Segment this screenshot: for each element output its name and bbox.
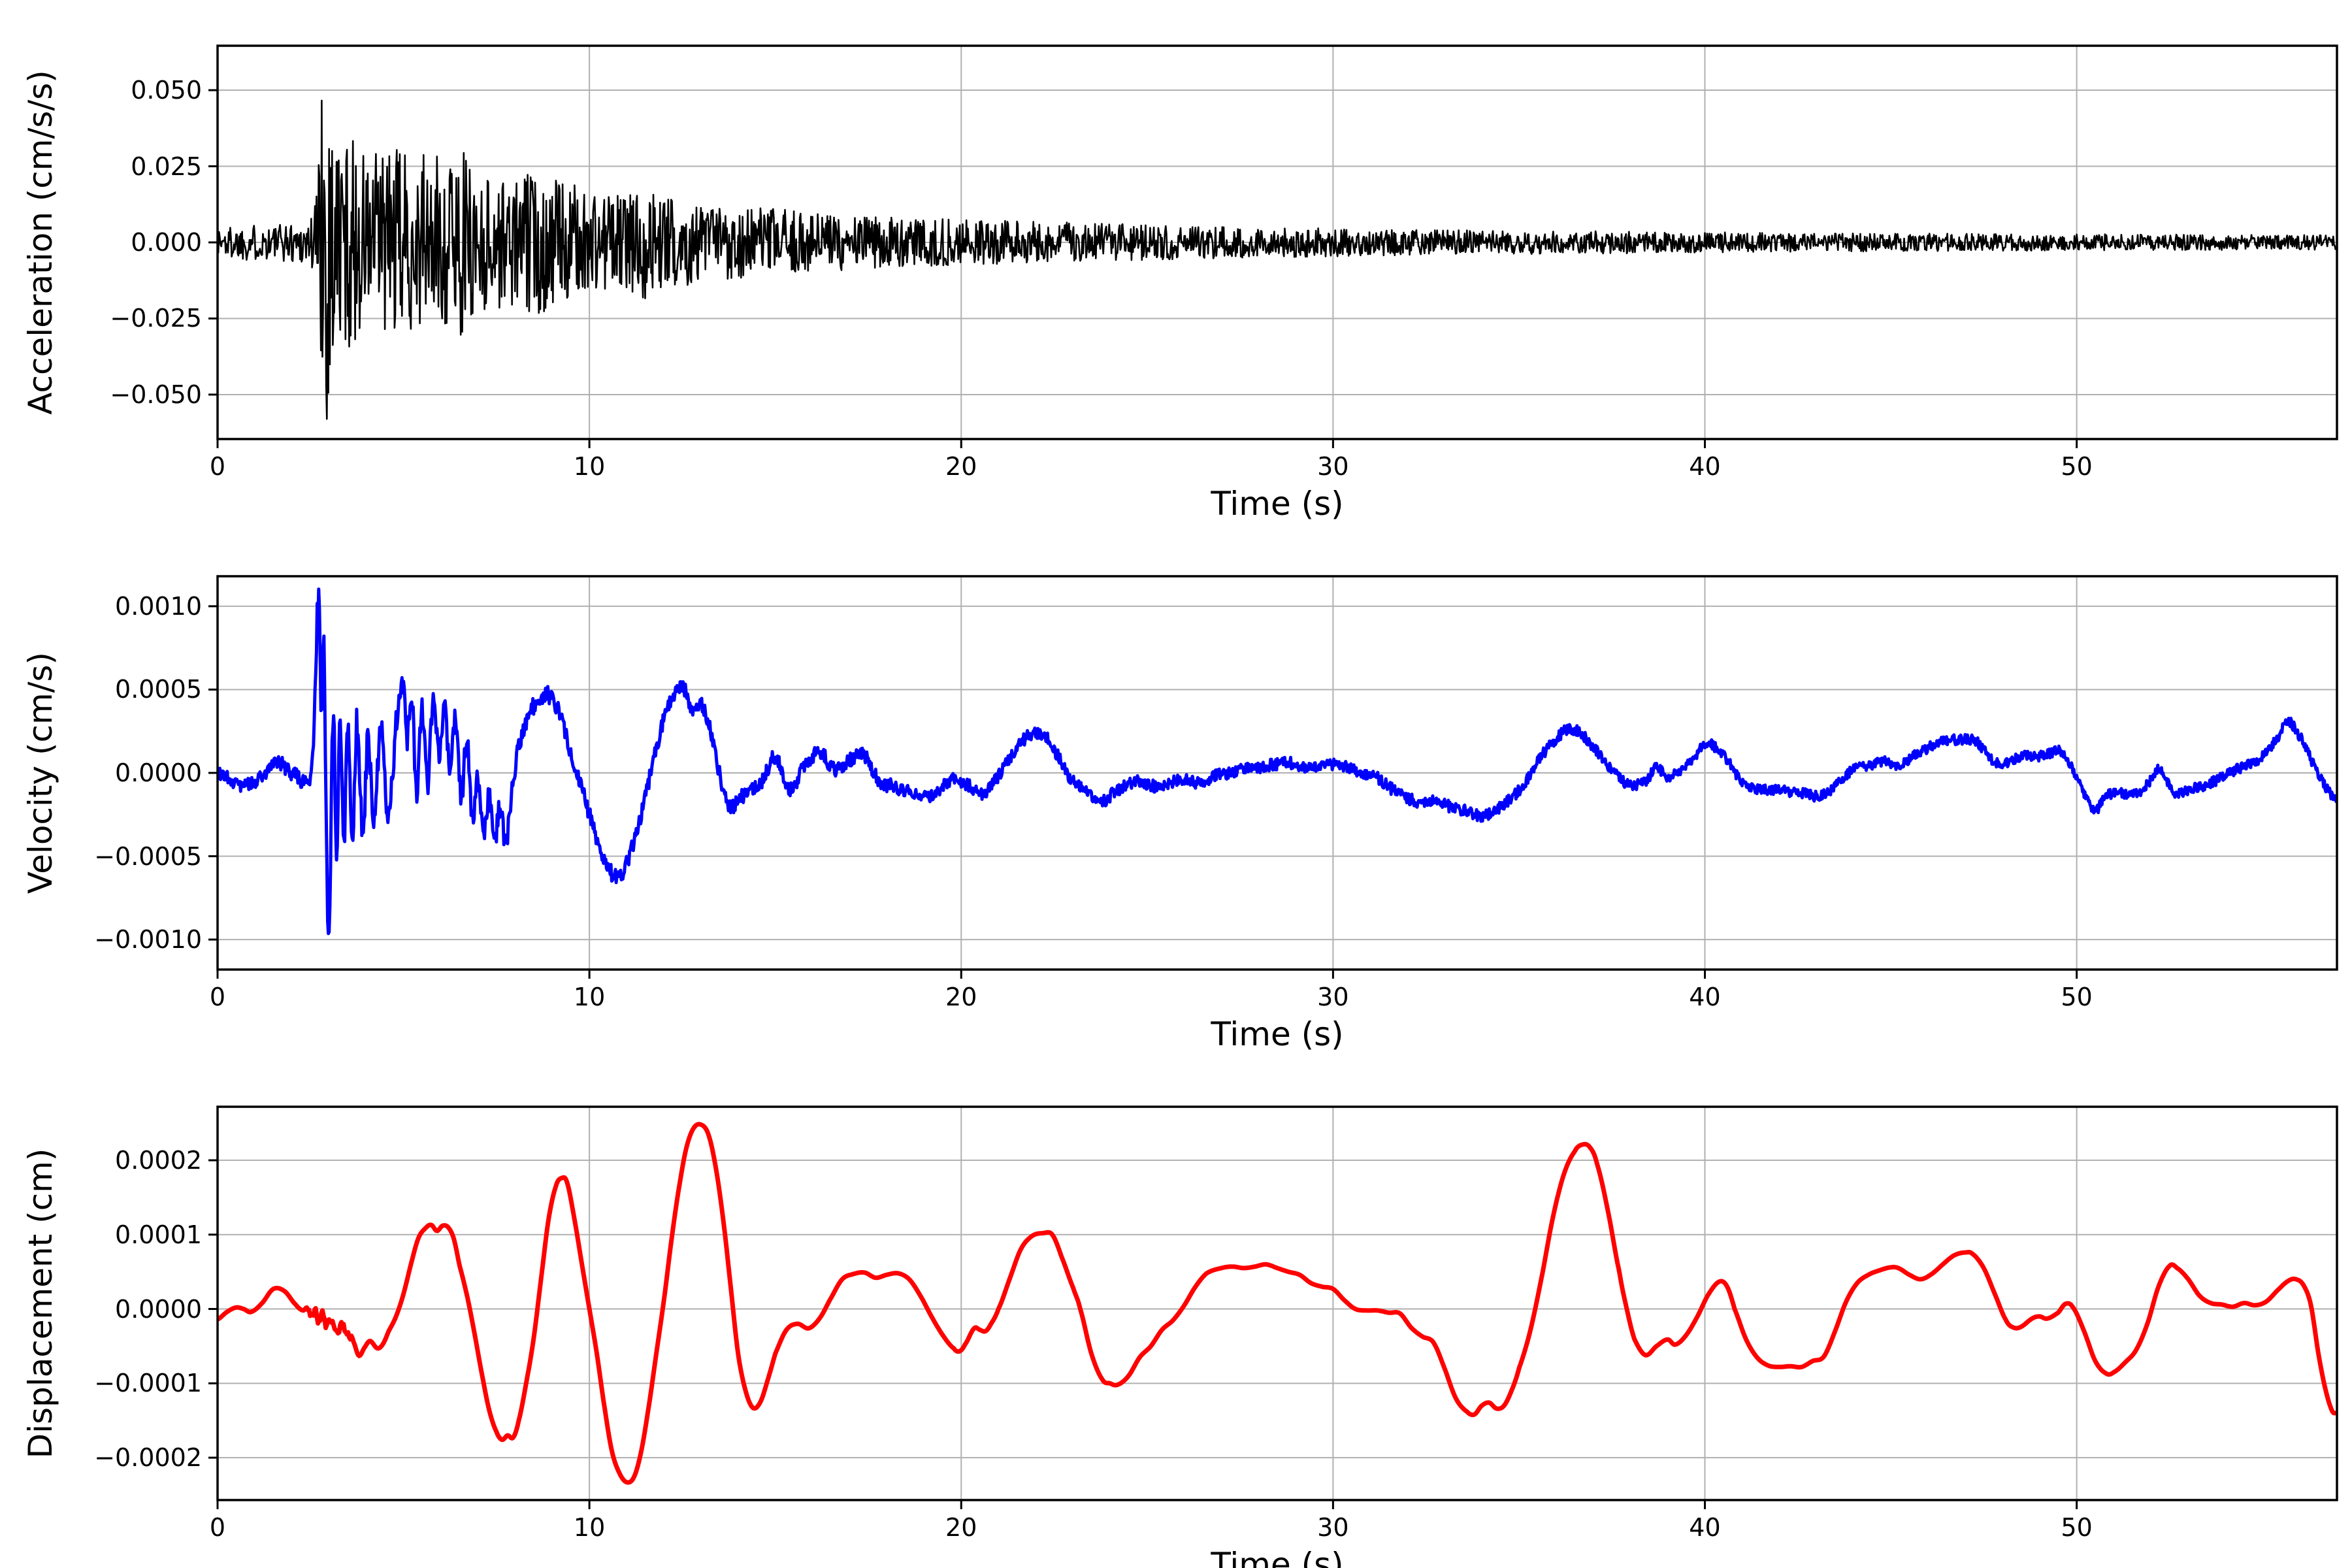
displacement-tick-marks	[208, 1159, 2078, 1509]
displacement-x-tick-label: 20	[945, 1513, 977, 1542]
acceleration-y-tick-label: 0.025	[131, 152, 202, 181]
velocity-x-tick-label: 20	[945, 983, 977, 1011]
displacement-trace	[218, 1122, 2337, 1485]
acceleration-x-tick-label: 50	[2061, 452, 2093, 481]
velocity-x-tick-label: 0	[209, 983, 226, 1011]
acceleration-trace	[218, 99, 2337, 420]
acceleration-y-tick-label: −0.050	[110, 380, 202, 409]
displacement-x-axis-label: Time (s)	[1211, 1546, 1344, 1568]
velocity-trace	[218, 587, 2337, 936]
velocity-y-tick-label: −0.0010	[94, 925, 202, 955]
displacement-y-tick-label: 0.0002	[115, 1145, 202, 1175]
displacement-y-tick-label: −0.0001	[94, 1369, 202, 1398]
velocity-x-tick-label: 50	[2061, 983, 2093, 1011]
displacement-x-tick-label: 30	[1317, 1513, 1349, 1542]
displacement-x-tick-label: 50	[2061, 1513, 2093, 1542]
displacement-y-tick-label: −0.0002	[94, 1443, 202, 1473]
velocity-y-tick-label: 0.0005	[115, 675, 202, 704]
acceleration-plot-area	[208, 44, 2338, 448]
acceleration-tick-marks	[208, 89, 2078, 448]
velocity-x-axis-label: Time (s)	[1211, 1015, 1344, 1053]
velocity-x-tick-label: 40	[1689, 983, 1721, 1011]
acceleration-y-tick-label: 0.000	[131, 228, 202, 257]
acceleration-y-tick-label: 0.050	[131, 76, 202, 105]
velocity-x-tick-label: 30	[1317, 983, 1349, 1011]
acceleration-x-tick-label: 40	[1689, 452, 1721, 481]
displacement-axes-spines	[216, 1105, 2338, 1501]
displacement-x-tick-label: 40	[1689, 1513, 1721, 1542]
acceleration-x-tick-label: 0	[209, 452, 226, 481]
displacement-x-tick-label: 10	[573, 1513, 606, 1542]
displacement-y-tick-label: 0.0001	[115, 1220, 202, 1249]
velocity-y-tick-label: −0.0005	[94, 841, 202, 871]
displacement-x-tick-label: 0	[209, 1513, 226, 1542]
velocity-plot-area	[208, 575, 2338, 979]
acceleration-x-tick-label: 10	[573, 452, 606, 481]
displacement-gridlines	[218, 1107, 2337, 1500]
velocity-tick-marks	[208, 605, 2078, 979]
velocity-x-tick-label: 10	[573, 983, 606, 1011]
displacement-plot-area	[208, 1105, 2338, 1509]
acceleration-x-axis-label: Time (s)	[1211, 485, 1344, 523]
velocity-gridlines	[218, 576, 2337, 970]
acceleration-x-tick-label: 20	[945, 452, 977, 481]
acceleration-y-tick-label: −0.025	[110, 304, 202, 333]
displacement-y-tick-label: 0.0000	[115, 1294, 202, 1324]
velocity-y-tick-label: 0.0010	[115, 591, 202, 621]
velocity-y-tick-label: 0.0000	[115, 759, 202, 787]
acceleration-x-tick-label: 30	[1317, 452, 1349, 481]
